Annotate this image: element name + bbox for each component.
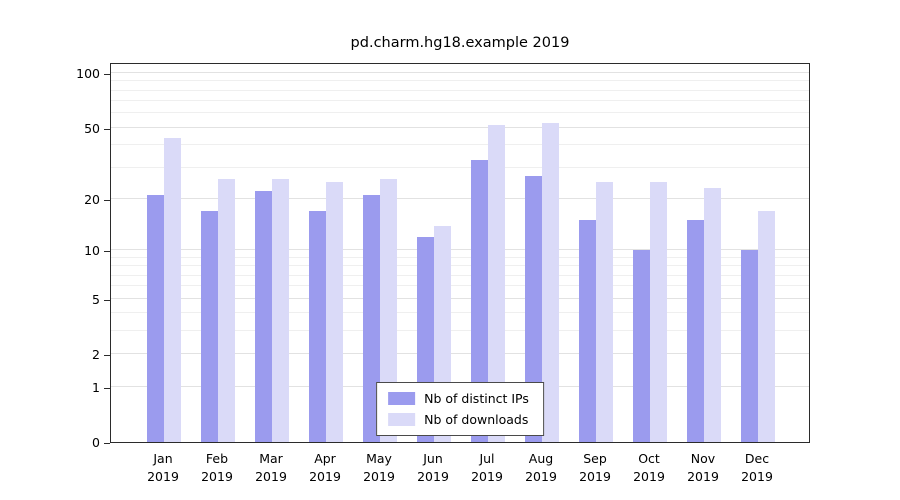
bar-distinct-ips-may [363, 194, 380, 442]
y-tickmark [104, 128, 110, 130]
minor-gridline [111, 166, 809, 168]
x-tick-label-may: May 2019 [363, 451, 395, 484]
x-tick-label-jun: Jun 2019 [417, 451, 449, 484]
bar-downloads-may [380, 178, 397, 442]
x-tick-label-aug: Aug 2019 [525, 451, 557, 484]
y-tickmark [104, 387, 110, 389]
bar-distinct-ips-apr [309, 210, 326, 442]
minor-gridline [111, 265, 809, 267]
bar-downloads-nov [704, 187, 721, 442]
y-tickmark [104, 74, 110, 76]
x-tick-label-jul: Jul 2019 [471, 451, 503, 484]
major-gridline [111, 197, 809, 199]
minor-gridline [111, 312, 809, 314]
legend-swatch-downloads [388, 413, 416, 426]
legend-item-downloads: Nb of downloads [388, 412, 529, 427]
bar-downloads-oct [650, 181, 667, 442]
bar-distinct-ips-mar [255, 191, 272, 442]
bar-downloads-mar [272, 178, 289, 442]
bar-distinct-ips-dec [741, 250, 758, 442]
legend-label-distinct-ips: Nb of distinct IPs [424, 391, 529, 406]
legend: Nb of distinct IPs Nb of downloads [376, 382, 544, 436]
y-tick-label: 5 [92, 291, 100, 307]
y-tick-label: 50 [84, 120, 100, 136]
y-tick-label: 100 [76, 66, 100, 82]
minor-gridline [111, 144, 809, 146]
bar-downloads-feb [218, 178, 235, 442]
bar-distinct-ips-nov [687, 220, 704, 442]
bar-distinct-ips-oct [633, 250, 650, 442]
bar-downloads-jul [488, 124, 505, 442]
bar-distinct-ips-jul [471, 160, 488, 442]
chart-title: pd.charm.hg18.example 2019 [350, 35, 570, 51]
legend-swatch-distinct-ips [388, 392, 416, 405]
y-tickmark [104, 299, 110, 301]
major-gridline [111, 126, 809, 128]
y-tickmark [104, 199, 110, 201]
major-gridline [111, 249, 809, 251]
bar-distinct-ips-aug [525, 175, 542, 442]
bar-downloads-apr [326, 181, 343, 442]
y-tick-label: 10 [84, 243, 100, 259]
x-tick-label-sep: Sep 2019 [579, 451, 611, 484]
x-tick-label-oct: Oct 2019 [633, 451, 665, 484]
minor-gridline [111, 100, 809, 102]
major-gridline [111, 297, 809, 299]
y-tick-label: 2 [92, 347, 100, 363]
minor-gridline [111, 330, 809, 332]
x-tick-label-feb: Feb 2019 [201, 451, 233, 484]
x-tick-label-dec: Dec 2019 [741, 451, 773, 484]
x-tick-label-jan: Jan 2019 [147, 451, 179, 484]
bar-distinct-ips-feb [201, 210, 218, 442]
minor-gridline [111, 285, 809, 287]
bar-downloads-jan [164, 137, 181, 442]
minor-gridline [111, 256, 809, 258]
minor-gridline [111, 80, 809, 82]
bar-distinct-ips-sep [579, 220, 596, 442]
major-gridline [111, 353, 809, 355]
x-tick-label-apr: Apr 2019 [309, 451, 341, 484]
y-tickmark [104, 443, 110, 444]
major-gridline [111, 72, 809, 74]
bar-distinct-ips-jan [147, 194, 164, 442]
bar-downloads-dec [758, 210, 775, 442]
y-tick-label: 1 [92, 379, 100, 395]
minor-gridline [111, 89, 809, 91]
x-tick-label-nov: Nov 2019 [687, 451, 719, 484]
minor-gridline [111, 274, 809, 276]
bar-downloads-sep [596, 181, 613, 442]
y-tickmark [104, 251, 110, 253]
legend-label-downloads: Nb of downloads [424, 412, 529, 427]
y-tick-label: 0 [92, 435, 100, 450]
x-tick-label-mar: Mar 2019 [255, 451, 287, 484]
legend-item-distinct-ips: Nb of distinct IPs [388, 391, 529, 406]
y-tick-label: 20 [84, 191, 100, 207]
bar-downloads-aug [542, 123, 559, 442]
y-tickmark [104, 355, 110, 357]
minor-gridline [111, 112, 809, 114]
plot-area: Nb of distinct IPs Nb of downloads [110, 63, 810, 443]
